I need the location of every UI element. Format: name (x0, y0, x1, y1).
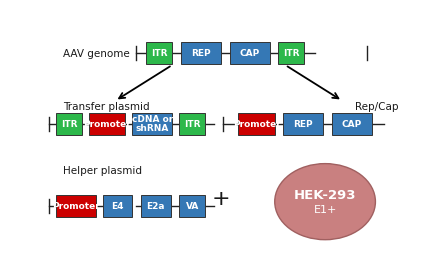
FancyBboxPatch shape (133, 113, 172, 135)
Ellipse shape (275, 164, 375, 240)
Text: ITR: ITR (184, 120, 201, 128)
FancyBboxPatch shape (146, 42, 172, 64)
Text: ITR: ITR (283, 49, 299, 58)
Text: ITR: ITR (151, 49, 168, 58)
FancyBboxPatch shape (181, 42, 221, 64)
Text: HEK-293: HEK-293 (294, 189, 356, 202)
Text: CAP: CAP (342, 120, 362, 128)
FancyBboxPatch shape (179, 195, 205, 217)
Text: Transfer plasmid: Transfer plasmid (63, 102, 150, 112)
Text: E1+: E1+ (314, 205, 337, 215)
FancyBboxPatch shape (332, 113, 372, 135)
Text: Promoter: Promoter (83, 120, 131, 128)
FancyBboxPatch shape (284, 113, 323, 135)
Text: Promoter: Promoter (52, 202, 100, 211)
Text: Rep/Cap: Rep/Cap (355, 102, 398, 112)
FancyBboxPatch shape (141, 195, 171, 217)
Text: Helper plasmid: Helper plasmid (63, 166, 142, 176)
Text: REP: REP (191, 49, 211, 58)
FancyBboxPatch shape (179, 113, 205, 135)
Text: E2a: E2a (146, 202, 165, 211)
FancyBboxPatch shape (56, 113, 82, 135)
FancyBboxPatch shape (278, 42, 304, 64)
Text: +: + (211, 189, 230, 209)
FancyBboxPatch shape (56, 195, 96, 217)
FancyBboxPatch shape (103, 195, 133, 217)
Text: cDNA or
shRNA: cDNA or shRNA (132, 115, 173, 134)
Text: CAP: CAP (239, 49, 260, 58)
FancyBboxPatch shape (230, 42, 270, 64)
Text: AAV genome: AAV genome (63, 49, 129, 59)
Text: E4: E4 (112, 202, 124, 211)
Text: REP: REP (293, 120, 313, 128)
FancyBboxPatch shape (238, 113, 275, 135)
Text: ITR: ITR (61, 120, 77, 128)
Text: Promoter: Promoter (233, 120, 280, 128)
FancyBboxPatch shape (89, 113, 125, 135)
Text: VA: VA (185, 202, 199, 211)
